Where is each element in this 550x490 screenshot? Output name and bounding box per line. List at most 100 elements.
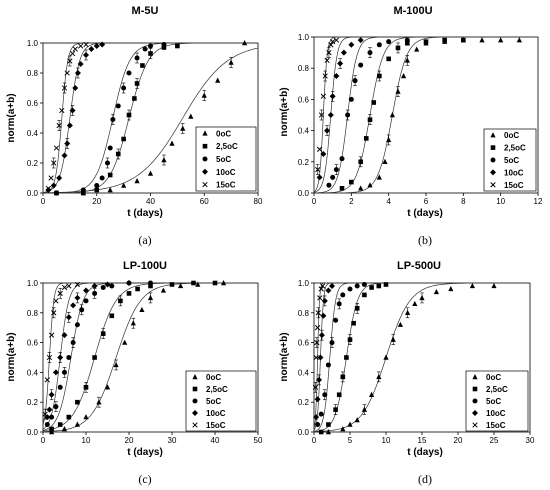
legend-marker-triangle xyxy=(472,374,478,380)
data-point-circle xyxy=(49,414,55,420)
data-point-cross xyxy=(53,145,60,151)
fit-curve-square xyxy=(314,283,530,432)
legend-label: 0oC xyxy=(206,373,221,382)
data-point-triangle xyxy=(139,306,145,313)
data-point-cross xyxy=(322,73,328,79)
data-point-triangle xyxy=(414,46,420,52)
data-point-circle xyxy=(53,190,59,196)
data-point-diamond xyxy=(57,354,64,361)
legend-label: 0oC xyxy=(216,129,231,138)
data-point-square xyxy=(135,286,140,292)
data-point-diamond xyxy=(69,107,76,114)
data-point-triangle xyxy=(412,300,418,307)
panel-caption: (a) xyxy=(138,233,151,247)
data-point-cross xyxy=(72,46,78,52)
data-point-diamond xyxy=(104,281,111,288)
data-point-square xyxy=(118,298,123,304)
legend: 0oC 2,5oC 5oC 10oC 15oC xyxy=(195,126,257,192)
data-point-diamond xyxy=(45,187,52,193)
data-point-cross xyxy=(314,325,321,331)
data-point-diamond xyxy=(329,93,336,100)
data-point-circle xyxy=(142,46,148,52)
data-point-square xyxy=(161,45,167,50)
data-point-diamond xyxy=(61,152,68,159)
y-tick-label: 0.6 xyxy=(27,99,39,108)
data-point-cross xyxy=(56,122,62,129)
x-tick-label: 40 xyxy=(146,197,155,206)
data-point-circle xyxy=(148,43,153,49)
data-point-triangle xyxy=(383,354,389,360)
data-point-cross xyxy=(83,41,89,48)
data-point-circle xyxy=(404,37,410,43)
legend: 0oC 2,5oC 5oC 10oC 15oC xyxy=(483,128,537,192)
data-point-triangle xyxy=(397,321,403,327)
data-point-square xyxy=(49,426,54,432)
data-point-circle xyxy=(322,392,328,398)
x-tick-label: 0 xyxy=(312,436,317,445)
x-axis-label: t (days) xyxy=(407,447,443,458)
data-point-cross xyxy=(74,281,81,288)
legend-marker-circle xyxy=(472,398,478,404)
data-point-triangle xyxy=(340,426,346,432)
x-tick-label: 10 xyxy=(82,436,91,445)
data-point-triangle xyxy=(74,421,80,427)
data-point-triangle xyxy=(134,178,140,184)
data-point-diamond xyxy=(46,406,53,413)
data-point-cross xyxy=(324,57,330,64)
data-point-cross xyxy=(316,146,323,152)
data-point-cross xyxy=(317,295,323,301)
data-point-circle xyxy=(57,384,63,390)
data-point-square xyxy=(386,56,391,62)
data-point-circle xyxy=(325,362,331,368)
data-point-circle xyxy=(361,281,367,287)
data-point-cross xyxy=(61,284,68,291)
data-point-circle xyxy=(318,411,324,417)
legend-marker-triangle xyxy=(192,374,198,380)
data-point-diamond xyxy=(321,297,328,304)
legend-label: 2,5oC xyxy=(206,385,228,394)
data-point-circle xyxy=(94,183,100,188)
data-point-triangle xyxy=(361,406,367,412)
x-tick-label: 12 xyxy=(534,197,543,206)
data-point-triangle xyxy=(433,288,439,295)
data-point-diamond xyxy=(317,354,324,361)
legend-label: 5oC xyxy=(216,155,231,164)
data-point-circle xyxy=(100,284,106,290)
data-point-square xyxy=(57,422,63,427)
data-point-square xyxy=(344,355,349,360)
x-tick-label: 30 xyxy=(168,436,177,445)
data-point-circle xyxy=(105,160,110,166)
data-point-cross xyxy=(48,175,54,181)
chart-panel-1: M-5U 0 20 40 60 80 0.0 0.2 0.4 0.6 0.8 1.0 t (days) n… xyxy=(6,5,263,247)
legend-label: 2,5oC xyxy=(486,385,508,394)
data-point-diamond xyxy=(320,312,327,319)
data-point-circle xyxy=(66,355,72,360)
data-point-triangle xyxy=(516,37,522,43)
data-point-cross xyxy=(48,332,55,338)
data-point-cross xyxy=(59,107,65,114)
data-point-cross xyxy=(53,298,59,304)
data-point-square xyxy=(140,63,145,68)
panel-caption: (b) xyxy=(418,233,432,247)
data-point-diamond xyxy=(65,314,72,321)
data-point-square xyxy=(333,407,338,412)
legend-label: 15oC xyxy=(206,421,226,430)
data-point-cross xyxy=(67,58,73,64)
data-point-diamond xyxy=(340,49,347,56)
x-tick-label: 0 xyxy=(41,197,46,206)
x-tick-label: 10 xyxy=(496,197,505,206)
data-point-square xyxy=(66,414,72,420)
data-point-triangle xyxy=(130,320,136,326)
data-point-square xyxy=(395,45,401,51)
data-point-triangle xyxy=(160,287,166,293)
y-tick-label: 1.0 xyxy=(298,279,310,288)
y-tick-label: 0.8 xyxy=(298,64,310,73)
data-point-square xyxy=(126,112,132,118)
legend-label: 15oC xyxy=(504,181,524,190)
data-point-square xyxy=(336,392,342,398)
data-point-diamond xyxy=(337,60,344,67)
data-point-square xyxy=(126,291,132,296)
data-point-circle xyxy=(79,307,85,313)
y-tick-label: 0.0 xyxy=(298,189,310,198)
data-point-triangle xyxy=(49,429,55,435)
